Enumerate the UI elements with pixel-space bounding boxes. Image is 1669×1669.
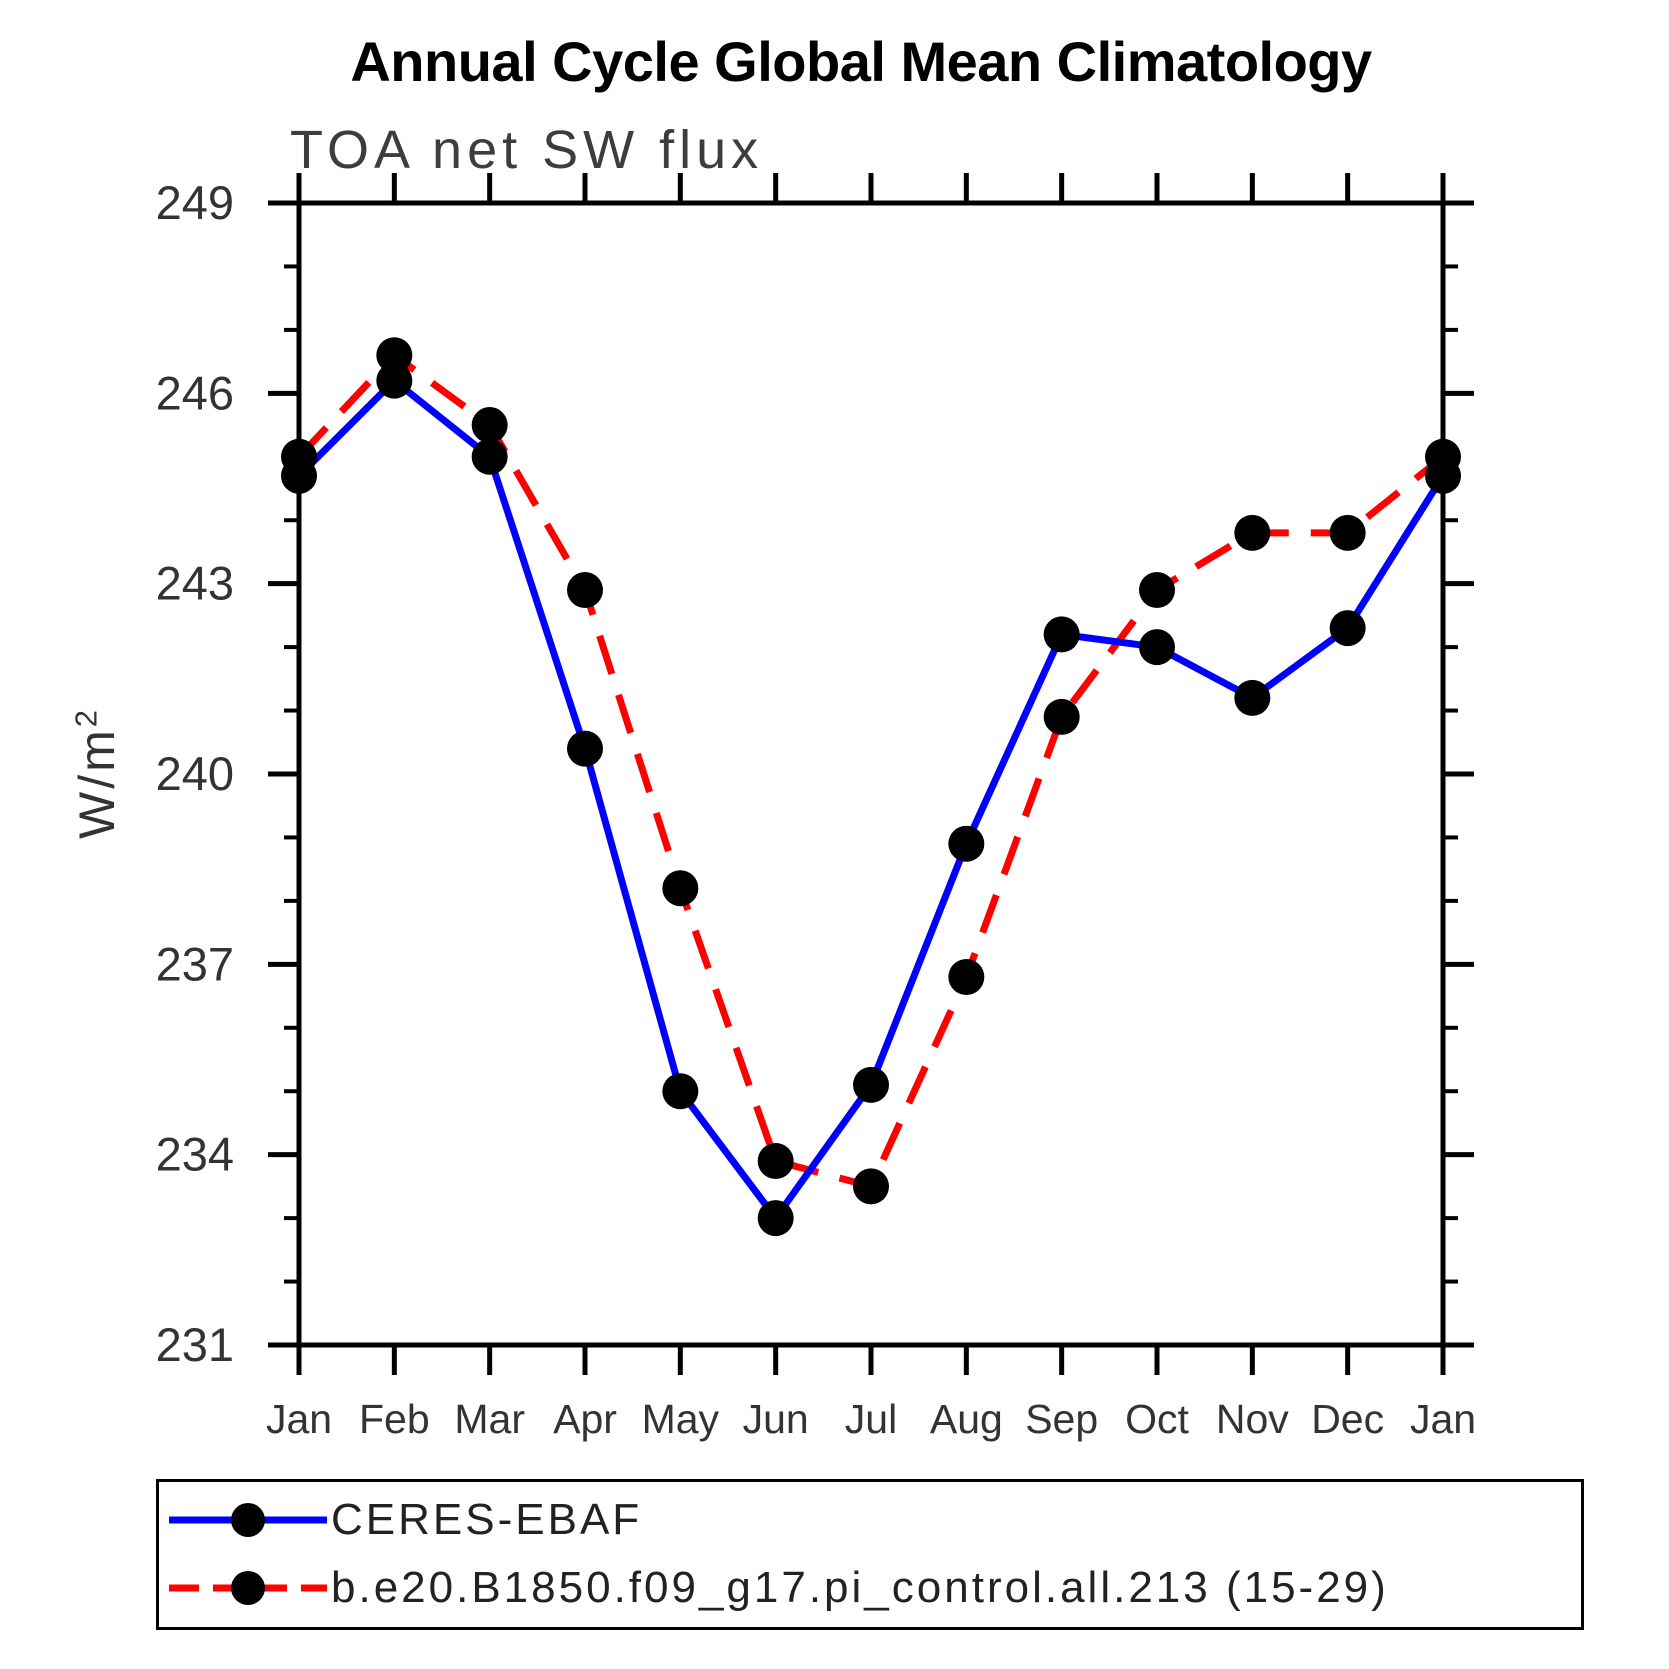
ceres-ebaf-data-point-marker [1043, 616, 1080, 653]
model-data-point-marker [1043, 698, 1080, 735]
ceres-ebaf-data-point-marker [948, 825, 985, 862]
model-data-point-marker [471, 407, 508, 444]
ceres-ebaf-data-point-marker [376, 362, 413, 399]
y-tick-label: 237 [156, 937, 234, 990]
x-tick-label: Dec [1311, 1396, 1384, 1442]
legend-sample-model [169, 1571, 327, 1605]
model-data-point-marker [567, 572, 603, 609]
model-data-point-marker [853, 1168, 889, 1205]
ceres-ebaf-data-point-marker [1234, 679, 1271, 716]
ceres-ebaf-data-point-marker [853, 1066, 889, 1103]
ceres-ebaf-data-point-marker [1139, 629, 1175, 666]
model-data-point-marker [757, 1143, 794, 1180]
x-tick-label: Oct [1125, 1396, 1189, 1442]
legend-label-ceres-ebaf: CERES-EBAF [331, 1495, 643, 1544]
x-tick-label: May [642, 1396, 720, 1442]
ceres-ebaf-data-point-marker [471, 438, 508, 475]
legend-item-ceres-ebaf: CERES-EBAF [163, 1495, 643, 1544]
y-tick-label: 234 [156, 1128, 234, 1181]
model-data-point-marker [662, 870, 699, 907]
x-tick-label: Mar [454, 1396, 525, 1442]
x-tick-label: Feb [359, 1396, 430, 1442]
y-tick-label: 249 [156, 176, 234, 229]
y-tick-label: 246 [156, 366, 234, 419]
x-tick-label: Sep [1025, 1396, 1098, 1442]
model-data-point-marker [376, 337, 413, 374]
legend-sample-ceres [169, 1503, 327, 1537]
legend-box: CERES-EBAF b.e20.B1850.f09_g17.pi_contro… [156, 1479, 1584, 1630]
y-tick-label: 231 [156, 1318, 234, 1371]
x-tick-label: Nov [1216, 1396, 1289, 1442]
x-tick-label: Jul [845, 1396, 897, 1442]
x-tick-label: Jan [266, 1396, 332, 1442]
ceres-ebaf-data-point-marker [1329, 610, 1366, 647]
model-data-point-marker [1139, 572, 1175, 609]
legend-item-model: b.e20.B1850.f09_g17.pi_control.all.213 (… [163, 1563, 1389, 1612]
ceres-ebaf-data-point-marker [1425, 457, 1461, 494]
y-tick-label: 240 [156, 747, 234, 800]
legend-marker-dot [231, 1571, 265, 1605]
model-data-point-marker [1234, 514, 1271, 551]
model-data-point-marker [1329, 514, 1366, 551]
chart-subtitle: TOA net SW flux [290, 120, 764, 180]
model-line [296, 350, 1446, 1191]
legend-label-model: b.e20.B1850.f09_g17.pi_control.all.213 (… [331, 1563, 1389, 1612]
ceres-ebaf-data-point-marker [757, 1200, 794, 1237]
x-tick-label: Jun [743, 1396, 809, 1442]
legend-marker-dot [231, 1503, 265, 1537]
chart-title: Annual Cycle Global Mean Climatology [350, 30, 1372, 93]
y-tick-label: 243 [156, 557, 234, 610]
x-tick-label: Apr [553, 1396, 617, 1442]
ceres-ebaf-data-point-marker [662, 1073, 699, 1110]
x-tick-label: Jan [1410, 1396, 1476, 1442]
model-data-point-marker [948, 959, 985, 996]
ceres-ebaf-data-point-marker [567, 730, 603, 767]
ceres-ebaf-data-point-marker [281, 457, 317, 494]
x-tick-label: Aug [930, 1396, 1003, 1442]
